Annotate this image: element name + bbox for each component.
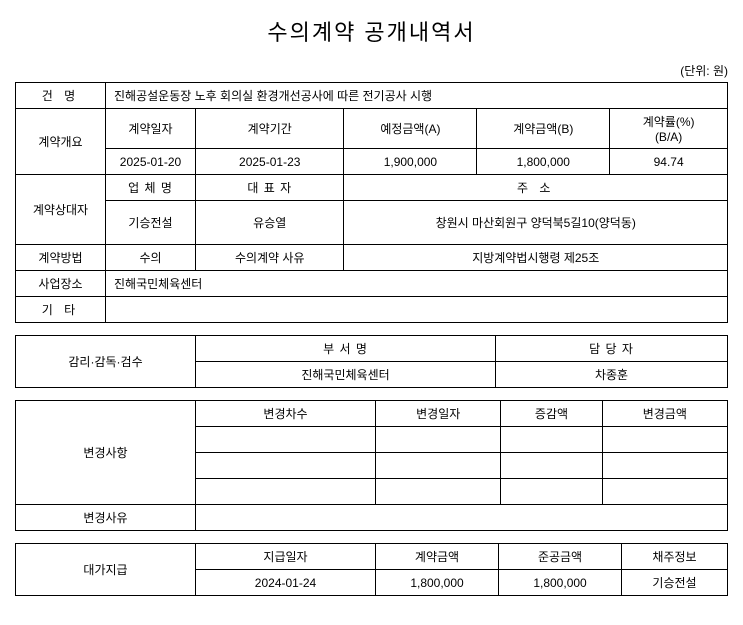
document-title: 수의계약 공개내역서 <box>15 15 728 47</box>
overview-period-header: 계약기간 <box>196 109 344 149</box>
dept-header: 부 서 명 <box>196 336 496 362</box>
location-label: 사업장소 <box>16 271 106 297</box>
payment-label: 대가지급 <box>16 544 196 596</box>
overview-rate-header: 계약률(%) (B/A) <box>610 109 728 149</box>
person-value: 차종훈 <box>496 362 728 388</box>
overview-est-header: 예정금액(A) <box>344 109 477 149</box>
etc-value <box>106 297 728 323</box>
payment-date-header: 지급일자 <box>196 544 376 570</box>
rep-value: 유승열 <box>196 201 344 245</box>
method-label: 계약방법 <box>16 245 106 271</box>
payment-creditor-header: 채주정보 <box>622 544 728 570</box>
change-diff-header: 증감액 <box>501 401 602 427</box>
overview-est-value: 1,900,000 <box>344 149 477 175</box>
payment-creditor-value: 기승전설 <box>622 570 728 596</box>
dept-value: 진해국민체육센터 <box>196 362 496 388</box>
overview-rate-value: 94.74 <box>610 149 728 175</box>
location-value: 진해국민체육센터 <box>106 271 728 297</box>
change-reason-label: 변경사유 <box>16 505 196 531</box>
etc-label: 기 타 <box>16 297 106 323</box>
change-date-header: 변경일자 <box>376 401 501 427</box>
counterparty-label: 계약상대자 <box>16 175 106 245</box>
overview-period-value: 2025-01-23 <box>196 149 344 175</box>
contract-info-table: 건 명 진해공설운동장 노후 회의실 환경개선공사에 따른 전기공사 시행 계약… <box>15 82 728 323</box>
payment-completion-header: 준공금액 <box>499 544 622 570</box>
payment-date-value: 2024-01-24 <box>196 570 376 596</box>
company-header: 업 체 명 <box>106 175 196 201</box>
person-header: 담 당 자 <box>496 336 728 362</box>
change-amount-header: 변경금액 <box>602 401 727 427</box>
project-label: 건 명 <box>16 83 106 109</box>
overview-date-value: 2025-01-20 <box>106 149 196 175</box>
changes-table: 변경사항 변경차수 변경일자 증감액 변경금액 변경사유 <box>15 400 728 531</box>
change-seq-header: 변경차수 <box>196 401 376 427</box>
company-value: 기승전설 <box>106 201 196 245</box>
payment-table: 대가지급 지급일자 계약금액 준공금액 채주정보 2024-01-24 1,80… <box>15 543 728 596</box>
supervision-table: 감리·감독·검수 부 서 명 담 당 자 진해국민체육센터 차종훈 <box>15 335 728 388</box>
method-reason-label: 수의계약 사유 <box>196 245 344 271</box>
supervision-label: 감리·감독·검수 <box>16 336 196 388</box>
method-value: 수의 <box>106 245 196 271</box>
payment-contract-value: 1,800,000 <box>376 570 499 596</box>
rep-header: 대 표 자 <box>196 175 344 201</box>
change-label: 변경사항 <box>16 401 196 505</box>
change-reason-value <box>196 505 728 531</box>
project-name: 진해공설운동장 노후 회의실 환경개선공사에 따른 전기공사 시행 <box>106 83 728 109</box>
address-header: 주 소 <box>344 175 728 201</box>
overview-label: 계약개요 <box>16 109 106 175</box>
unit-label: (단위: 원) <box>15 62 728 79</box>
payment-completion-value: 1,800,000 <box>499 570 622 596</box>
overview-date-header: 계약일자 <box>106 109 196 149</box>
address-value: 창원시 마산회원구 양덕북5길10(양덕동) <box>344 201 728 245</box>
payment-contract-header: 계약금액 <box>376 544 499 570</box>
overview-amount-header: 계약금액(B) <box>477 109 610 149</box>
overview-amount-value: 1,800,000 <box>477 149 610 175</box>
method-reason-value: 지방계약법시행령 제25조 <box>344 245 728 271</box>
